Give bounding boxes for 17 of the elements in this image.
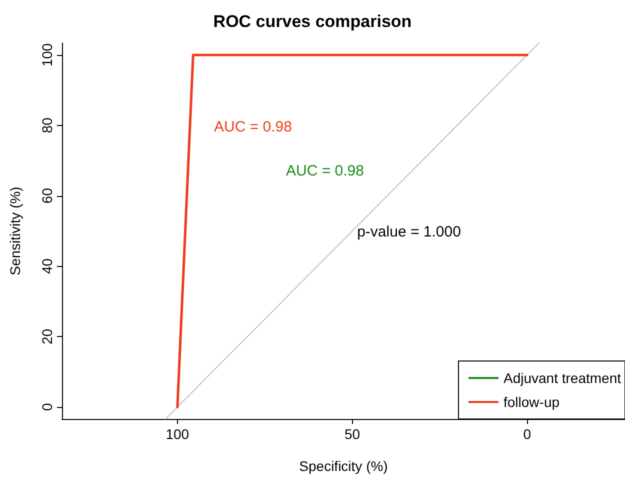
annotation: p-value = 1.000 [357,224,461,240]
y-tick-label: 0 [39,402,55,411]
y-tick-label: 80 [39,117,55,134]
annotation: AUC = 0.98 [286,162,364,180]
x-tick-label: 0 [523,426,532,442]
legend-label: Adjuvant treatment [503,370,622,386]
chart-title: ROC curves comparison [213,12,412,31]
y-tick-label: 60 [39,188,55,204]
x-axis-title: Specificity (%) [299,458,388,474]
y-tick-label: 100 [39,43,55,67]
y-tick-label: 20 [39,328,55,344]
legend-label: follow-up [503,394,560,410]
y-axis-title: Sensitivity (%) [7,186,23,276]
x-tick-label: 50 [344,426,360,442]
y-tick-label: 40 [39,258,55,274]
x-tick-label: 100 [166,426,190,442]
annotation: AUC = 0.98 [214,118,292,136]
